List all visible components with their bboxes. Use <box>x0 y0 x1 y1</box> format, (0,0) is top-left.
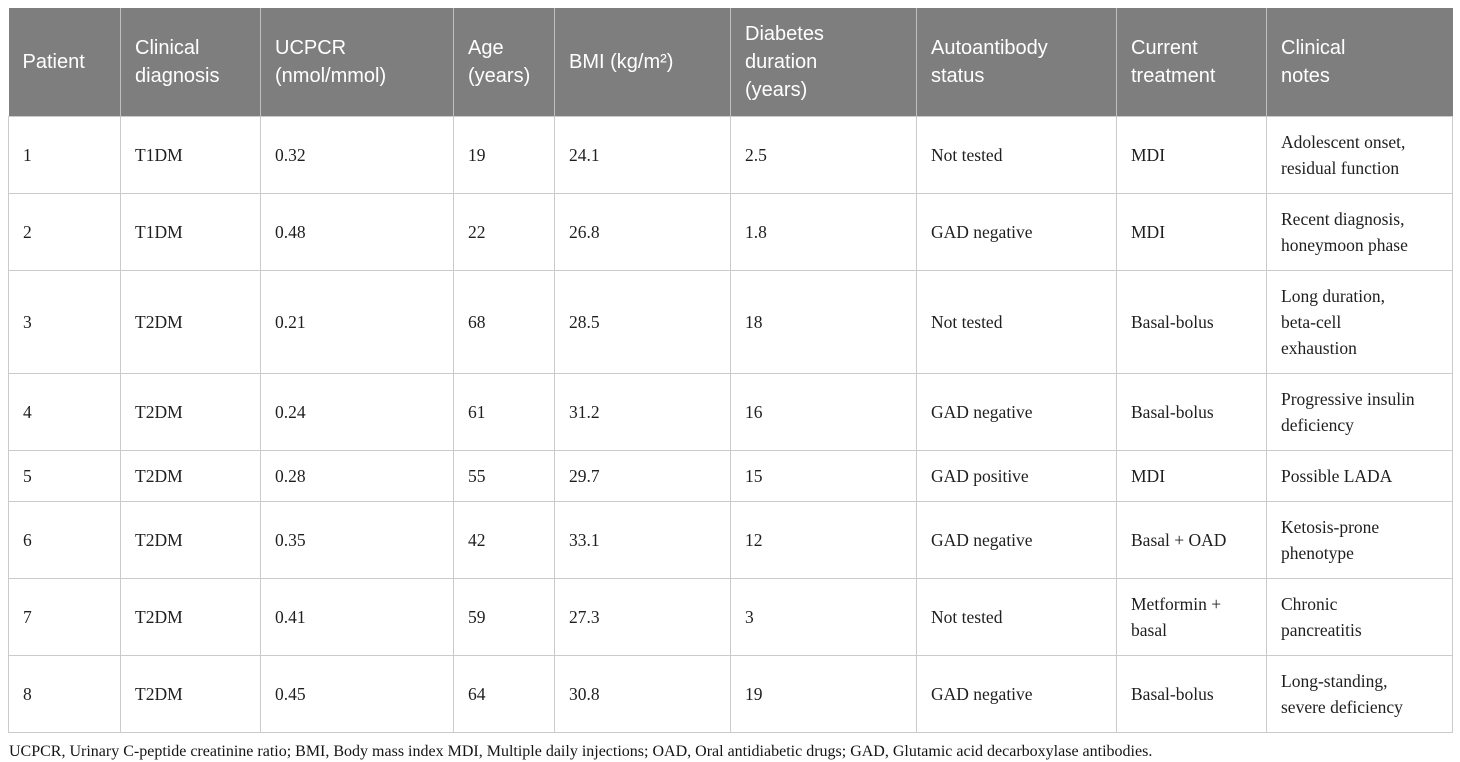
cell-duration: 16 <box>730 373 917 451</box>
cell-age: 22 <box>453 193 555 271</box>
table-row: 1 T1DM 0.32 19 24.1 2.5 Not tested MDI A… <box>8 116 1453 194</box>
cell-notes: Progressive insulin deficiency <box>1266 373 1453 451</box>
table-footnote: UCPCR, Urinary C-peptide creatinine rati… <box>9 743 1153 760</box>
cell-bmi: 33.1 <box>554 501 731 579</box>
cell-age: 19 <box>453 116 555 194</box>
cell-patient: 5 <box>8 450 121 502</box>
cell-ucpcr: 0.35 <box>260 501 454 579</box>
cell-duration: 3 <box>730 578 917 656</box>
cell-diagnosis: T2DM <box>120 655 261 733</box>
cell-diagnosis: T2DM <box>120 501 261 579</box>
cell-age: 55 <box>453 450 555 502</box>
cell-ucpcr: 0.45 <box>260 655 454 733</box>
header-row: Patient Clinical diagnosis UCPCR (nmol/m… <box>8 8 1453 117</box>
cell-notes: Chronic pancreatitis <box>1266 578 1453 656</box>
table-row: 7 T2DM 0.41 59 27.3 3 Not tested Metform… <box>8 578 1453 656</box>
cell-age: 64 <box>453 655 555 733</box>
column-header-age: Age (years) <box>453 8 555 117</box>
cell-treatment: MDI <box>1116 193 1267 271</box>
column-header-bmi: BMI (kg/m²) <box>554 8 731 117</box>
cell-diagnosis: T2DM <box>120 270 261 374</box>
column-header-clinical-diagnosis: Clinical diagnosis <box>120 8 261 117</box>
cell-bmi: 30.8 <box>554 655 731 733</box>
cell-age: 61 <box>453 373 555 451</box>
table-row: 5 T2DM 0.28 55 29.7 15 GAD positive MDI … <box>8 450 1453 502</box>
cell-ucpcr: 0.32 <box>260 116 454 194</box>
cell-age: 68 <box>453 270 555 374</box>
table-row: 3 T2DM 0.21 68 28.5 18 Not tested Basal-… <box>8 270 1453 374</box>
cell-bmi: 31.2 <box>554 373 731 451</box>
cell-bmi: 28.5 <box>554 270 731 374</box>
cell-treatment: Basal-bolus <box>1116 373 1267 451</box>
cell-notes: Recent diagnosis, honeymoon phase <box>1266 193 1453 271</box>
cell-duration: 1.8 <box>730 193 917 271</box>
cell-autoantibody: Not tested <box>916 116 1117 194</box>
cell-treatment: Basal + OAD <box>1116 501 1267 579</box>
cell-patient: 4 <box>8 373 121 451</box>
cell-autoantibody: Not tested <box>916 270 1117 374</box>
cell-diagnosis: T1DM <box>120 116 261 194</box>
cell-notes: Adolescent onset, residual function <box>1266 116 1453 194</box>
cell-treatment: Basal-bolus <box>1116 655 1267 733</box>
cell-bmi: 26.8 <box>554 193 731 271</box>
cell-notes: Long duration, beta-cell exhaustion <box>1266 270 1453 374</box>
table-row: 6 T2DM 0.35 42 33.1 12 GAD negative Basa… <box>8 501 1453 579</box>
cell-autoantibody: GAD positive <box>916 450 1117 502</box>
cell-age: 42 <box>453 501 555 579</box>
cell-diagnosis: T2DM <box>120 578 261 656</box>
cell-treatment: Basal-bolus <box>1116 270 1267 374</box>
column-header-patient: Patient <box>8 8 121 117</box>
cell-patient: 1 <box>8 116 121 194</box>
cell-duration: 15 <box>730 450 917 502</box>
cell-patient: 8 <box>8 655 121 733</box>
column-header-ucpcr: UCPCR (nmol/mmol) <box>260 8 454 117</box>
cell-ucpcr: 0.41 <box>260 578 454 656</box>
cell-autoantibody: GAD negative <box>916 501 1117 579</box>
table-row: 8 T2DM 0.45 64 30.8 19 GAD negative Basa… <box>8 655 1453 733</box>
cell-autoantibody: Not tested <box>916 578 1117 656</box>
cell-bmi: 24.1 <box>554 116 731 194</box>
cell-autoantibody: GAD negative <box>916 373 1117 451</box>
cell-patient: 6 <box>8 501 121 579</box>
cell-patient: 7 <box>8 578 121 656</box>
table-row: 4 T2DM 0.24 61 31.2 16 GAD negative Basa… <box>8 373 1453 451</box>
cell-diagnosis: T2DM <box>120 373 261 451</box>
column-header-autoantibody-status: Autoantibody status <box>916 8 1117 117</box>
cell-notes: Long-standing, severe deficiency <box>1266 655 1453 733</box>
column-header-diabetes-duration: Diabetes duration (years) <box>730 8 917 117</box>
patient-characteristics-table: Patient Clinical diagnosis UCPCR (nmol/m… <box>8 8 1453 733</box>
cell-duration: 12 <box>730 501 917 579</box>
cell-duration: 2.5 <box>730 116 917 194</box>
cell-duration: 18 <box>730 270 917 374</box>
cell-age: 59 <box>453 578 555 656</box>
column-header-clinical-notes: Clinical notes <box>1266 8 1453 117</box>
cell-autoantibody: GAD negative <box>916 193 1117 271</box>
cell-treatment: MDI <box>1116 116 1267 194</box>
cell-diagnosis: T2DM <box>120 450 261 502</box>
table-row: 2 T1DM 0.48 22 26.8 1.8 GAD negative MDI… <box>8 193 1453 271</box>
cell-bmi: 29.7 <box>554 450 731 502</box>
cell-autoantibody: GAD negative <box>916 655 1117 733</box>
cell-ucpcr: 0.48 <box>260 193 454 271</box>
cell-bmi: 27.3 <box>554 578 731 656</box>
cell-treatment: MDI <box>1116 450 1267 502</box>
cell-patient: 2 <box>8 193 121 271</box>
column-header-current-treatment: Current treatment <box>1116 8 1267 117</box>
cell-notes: Ketosis-prone phenotype <box>1266 501 1453 579</box>
cell-duration: 19 <box>730 655 917 733</box>
cell-notes: Possible LADA <box>1266 450 1453 502</box>
cell-ucpcr: 0.28 <box>260 450 454 502</box>
cell-patient: 3 <box>8 270 121 374</box>
cell-treatment: Metformin + basal <box>1116 578 1267 656</box>
cell-diagnosis: T1DM <box>120 193 261 271</box>
cell-ucpcr: 0.24 <box>260 373 454 451</box>
cell-ucpcr: 0.21 <box>260 270 454 374</box>
